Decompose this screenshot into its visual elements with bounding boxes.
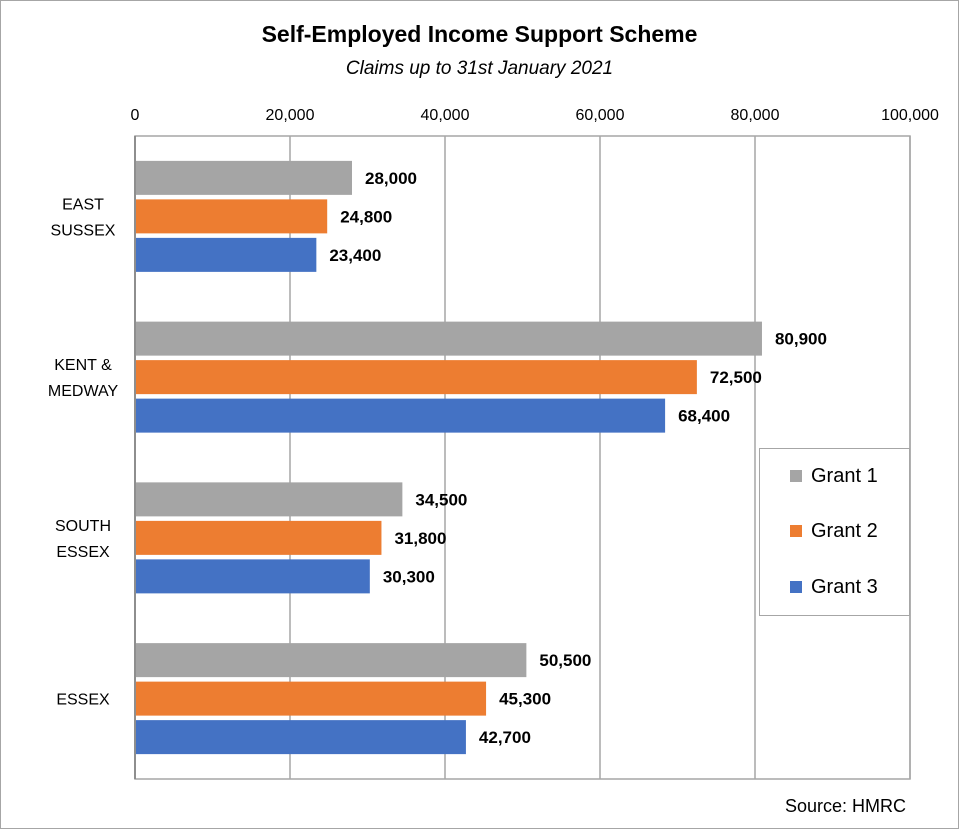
x-tick-label: 80,000 [731,107,780,124]
category-label: EAST SUSSEX [51,196,116,239]
bar-grant-2 [136,199,328,234]
category-label-line: KENT & [54,357,112,374]
data-label: 23,400 [329,246,381,265]
legend-item-grant-2: Grant 2 [790,519,878,543]
bar-grant-3 [136,559,370,594]
x-tick-label: 40,000 [421,107,470,124]
labels: 0 20,000 40,000 60,000 80,000 100,000 28,000 24… [48,107,939,747]
bar-grant-2 [136,681,487,716]
bar-grant-1 [136,321,762,356]
data-label: 30,300 [383,567,435,586]
category-label: KENT & MEDWAY [48,357,119,400]
category-label-line: ESSEX [56,692,110,709]
bar-grant-2 [136,520,382,555]
category-label-line: EAST [62,196,104,213]
legend-label: Grant 1 [811,464,878,487]
x-tick-label: 20,000 [266,107,315,124]
data-label: 80,900 [775,330,827,349]
gridlines [134,135,911,780]
bar-grant-1 [136,643,527,678]
legend-swatch [790,581,802,593]
data-label: 42,700 [479,728,531,747]
bar-grant-1 [136,160,352,195]
legend-swatch [790,470,802,482]
chart-title: Self-Employed Income Support Scheme [261,21,698,47]
x-tick-label: 0 [131,107,140,124]
data-label: 68,400 [678,407,730,426]
legend: Grant 1 Grant 2 Grant 3 [759,448,910,616]
category-label: ESSEX [56,692,110,709]
legend-swatch [790,525,802,537]
data-label: 28,000 [365,169,417,188]
legend-item-grant-1: Grant 1 [790,464,878,488]
data-label: 50,500 [539,651,591,670]
data-label: 45,300 [499,690,551,709]
legend-label: Grant 2 [811,519,878,542]
data-label: 72,500 [710,368,762,387]
legend-label: Grant 3 [811,575,878,598]
category-label-line: ESSEX [56,544,110,561]
data-label: 31,800 [394,529,446,548]
bar-grant-1 [136,482,403,517]
data-label: 34,500 [415,490,467,509]
category-label: SOUTH ESSEX [55,518,111,561]
category-label-line: SUSSEX [51,222,116,239]
x-tick-label: 60,000 [576,107,625,124]
source-note: Source: HMRC [784,796,906,816]
bar-grant-3 [136,398,666,433]
chart-subtitle: Claims up to 31st January 2021 [345,58,614,79]
bar-grant-2 [136,360,697,395]
bars [136,160,762,755]
bar-grant-3 [136,237,317,272]
category-label-line: MEDWAY [48,383,119,400]
legend-item-grant-3: Grant 3 [790,575,878,599]
category-label-line: SOUTH [55,518,111,535]
data-label: 24,800 [340,207,392,226]
bar-grant-3 [136,720,466,755]
x-tick-label: 100,000 [881,107,939,124]
